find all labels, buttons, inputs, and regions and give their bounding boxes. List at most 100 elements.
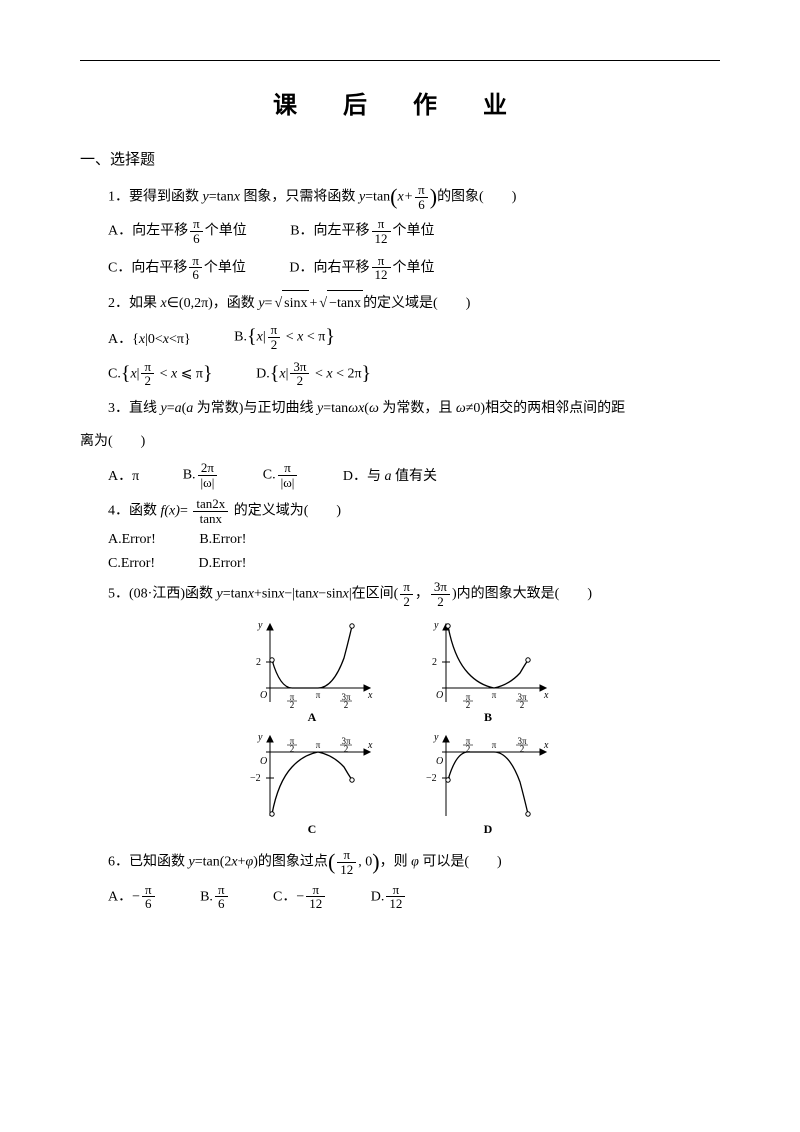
svg-text:2: 2 [256, 657, 261, 668]
t: < [156, 366, 171, 381]
q1a-frac: π6 [190, 217, 203, 245]
f: π6 [215, 883, 228, 911]
t: +sin [254, 587, 278, 602]
q1-opt-c: C．向右平移π6个单位 [108, 254, 246, 282]
graph-b: y x O 2 π2 π 3π2 B [424, 618, 552, 725]
rbrace: } [362, 362, 372, 384]
q1b-post: 个单位 [393, 224, 435, 239]
t: 3．直线 [108, 401, 161, 416]
f: π12 [337, 848, 356, 876]
t: | [286, 366, 289, 381]
n: tan2x [193, 497, 228, 512]
q1-eq2: =tan [365, 189, 390, 204]
svg-text:−2: −2 [426, 773, 437, 784]
q6-opt-c: C．−π12 [273, 883, 327, 911]
svg-text:−2: −2 [250, 773, 261, 784]
svg-text:2: 2 [466, 700, 471, 708]
t: −sin [318, 587, 342, 602]
q4-options-row1: A.Error! B.Error! [108, 532, 720, 548]
t: ω [456, 401, 466, 416]
lbrace: { [247, 326, 257, 348]
d: 12 [372, 232, 391, 246]
t: 5．(08·江西)函数 [108, 587, 217, 602]
n: π [337, 848, 356, 863]
t: D. [371, 889, 385, 904]
q1a-post: 个单位 [205, 224, 247, 239]
f: π2 [400, 580, 413, 608]
q1-opt-b: B．向左平移π12个单位 [290, 217, 434, 245]
label-c: C [248, 822, 376, 837]
q4-opt-c: C.Error! [108, 556, 155, 572]
svg-text:2: 2 [344, 700, 349, 708]
f: 3π2 [431, 580, 450, 608]
q4-opt-a: A.Error! [108, 532, 156, 548]
n: π [142, 883, 155, 898]
svg-text:x: x [367, 740, 373, 751]
t: C．− [273, 889, 304, 904]
t: B. [234, 330, 247, 345]
q1-opt-d: D．向右平移π12个单位 [289, 254, 434, 282]
f: 3π2 [290, 360, 309, 388]
svg-text:y: y [433, 732, 439, 743]
q1-den: 6 [415, 198, 428, 212]
q2-range: ∈(0,2π)，函数 [167, 296, 259, 311]
n: π [268, 323, 281, 338]
q1d-pre: D．向右平移 [289, 260, 369, 275]
rad1: sinx [282, 290, 309, 318]
t: )内的图象大致是( ) [452, 587, 592, 602]
t: <π} [169, 332, 191, 347]
section-header: 一、选择题 [80, 148, 720, 169]
rad2: −tanx [327, 290, 363, 318]
t: D．与 [343, 469, 385, 484]
t: |在区间( [349, 587, 398, 602]
q6-opt-d: D.π12 [371, 883, 408, 911]
q1c-pre: C．向右平移 [108, 260, 187, 275]
d: 2 [141, 374, 154, 388]
t: )的图象过点 [253, 855, 328, 870]
rbrace: } [325, 326, 335, 348]
q4-options-row2: C.Error! D.Error! [108, 556, 720, 572]
sqrt1: sinx [272, 290, 309, 318]
plot-a: y x O 2 π2 π 3π2 [248, 618, 376, 708]
graph-a: y x O 2 π2 π 3π2 A [248, 618, 376, 725]
q1b-pre: B．向左平移 [290, 224, 369, 239]
q1-suffix: 的图象( ) [437, 189, 516, 204]
graph-c: y x O −2 π2 π 3π2 C [248, 730, 376, 837]
svg-text:y: y [257, 620, 263, 631]
t: | [137, 366, 140, 381]
t: |0< [145, 332, 163, 347]
d: tanx [193, 512, 228, 526]
q2-pre: 2．如果 [108, 296, 161, 311]
f: π2 [268, 323, 281, 351]
q1-argx: x+ [397, 189, 413, 204]
t: ⩽ π [177, 366, 203, 381]
t: 的定义域为( ) [234, 504, 341, 519]
t: < [282, 330, 297, 345]
d: 6 [190, 232, 203, 246]
t: < π [303, 330, 325, 345]
svg-text:2: 2 [290, 700, 295, 708]
d: 6 [215, 897, 228, 911]
n: π [141, 360, 154, 375]
svg-text:π: π [316, 690, 321, 700]
t: B.Error! [199, 532, 246, 547]
rparen: ) [430, 184, 437, 209]
graph-d: y x O −2 π2 π 3π2 D [424, 730, 552, 837]
svg-text:π: π [492, 740, 497, 750]
top-rule [80, 60, 720, 61]
label-a: A [248, 710, 376, 725]
t: | [263, 330, 266, 345]
t: < [311, 366, 326, 381]
svg-text:2: 2 [344, 744, 349, 754]
q2-options-row1: A．{x|0<x<π} B.{x|π2 < x < π} [108, 323, 720, 351]
t: 4．函数 [108, 504, 161, 519]
q6-opt-a: A．−π6 [108, 883, 157, 911]
q1-mid: 图象，只需将函数 [240, 189, 359, 204]
q6-options: A．−π6 B.π6 C．−π12 D.π12 [108, 883, 720, 911]
t: ω [369, 401, 379, 416]
lbrace: { [121, 362, 131, 384]
question-2: 2．如果 x∈(0,2π)，函数 y=sinx+−tanx的定义域是( ) [108, 290, 720, 318]
t: ω [348, 401, 358, 416]
d: 12 [372, 268, 391, 282]
f: π12 [386, 883, 405, 911]
